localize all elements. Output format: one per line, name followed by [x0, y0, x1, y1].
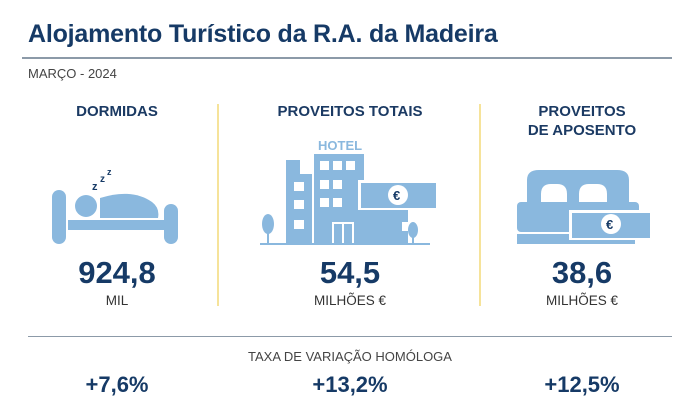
- column-divider: [479, 104, 481, 306]
- hotel-euro-icon: HOTEL €: [260, 138, 438, 245]
- dormidas-unit: MIL: [105, 293, 129, 308]
- sleeping-person-bed-icon: z z z: [52, 168, 178, 244]
- page-title: Alojamento Turístico da R.A. da Madeira: [28, 20, 498, 48]
- svg-text:€: €: [606, 217, 613, 232]
- proveitos-totais-variation: +13,2%: [312, 372, 388, 397]
- proveitos-aposento-value: 38,6: [551, 255, 613, 290]
- heading-line2: DE APOSENTO: [527, 122, 637, 139]
- proveitos-aposento-unit: MILHÕES €: [545, 293, 619, 308]
- dormidas-heading: DORMIDAS: [76, 103, 158, 120]
- svg-text:z: z: [107, 168, 112, 177]
- heading-line1: PROVEITOS: [538, 103, 626, 120]
- proveitos-totais-value: 54,5: [319, 255, 381, 290]
- svg-text:€: €: [393, 188, 400, 203]
- proveitos-aposento-variation: +12,5%: [544, 372, 620, 397]
- bed-euro-icon: €: [517, 170, 653, 244]
- variation-label: TAXA DE VARIAÇÃO HOMÓLOGA: [248, 349, 452, 364]
- svg-text:z: z: [100, 174, 105, 185]
- dormidas-value: 924,8: [78, 255, 156, 290]
- proveitos-totais-unit: MILHÕES €: [313, 293, 387, 308]
- footer-divider: [28, 336, 672, 337]
- hotel-sign-text: HOTEL: [318, 138, 362, 153]
- proveitos-aposento-heading: PROVEITOS DE APOSENTO: [472, 102, 692, 140]
- dormidas-variation: +7,6%: [85, 372, 149, 397]
- proveitos-totais-heading: PROVEITOS TOTAIS: [277, 103, 423, 120]
- title-divider: [22, 57, 672, 59]
- svg-text:z: z: [92, 181, 98, 193]
- period-label: MARÇO - 2024: [28, 66, 117, 81]
- column-divider: [217, 104, 219, 306]
